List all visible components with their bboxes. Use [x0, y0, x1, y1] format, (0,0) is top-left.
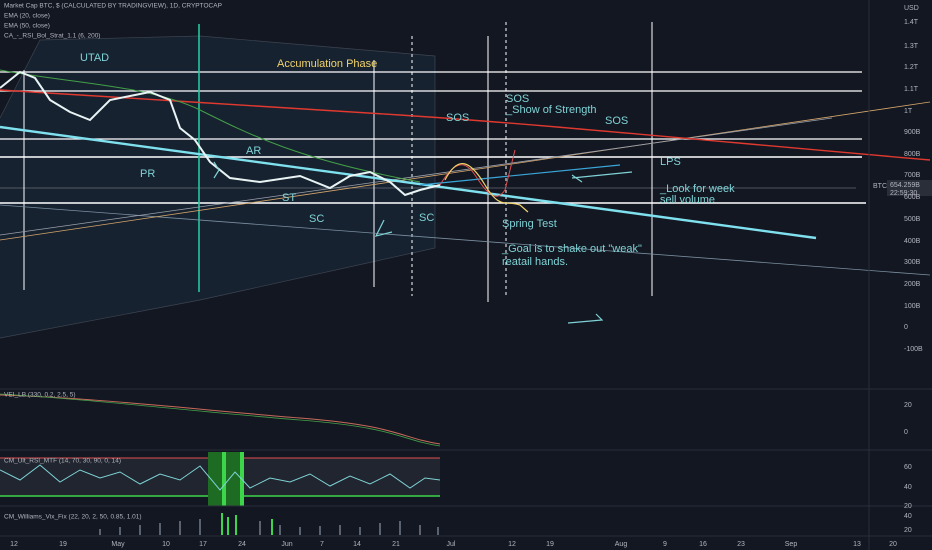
time-label: 12: [508, 541, 516, 548]
indicator-label: EMA (50, close): [4, 23, 50, 30]
annotation: UTAD: [80, 52, 109, 64]
annotation: ST: [282, 192, 296, 204]
annotation: reatail hands.: [502, 256, 568, 268]
pane-title: CM_Ult_RSI_MTF (14, 70, 30, 90, 0, 14): [4, 458, 121, 465]
pane-axis-label: 60: [904, 464, 912, 471]
countdown: 22:59:30: [890, 190, 917, 197]
time-label: 9: [663, 541, 667, 548]
time-label: 12: [10, 541, 18, 548]
time-label: May: [111, 541, 125, 548]
price-label: 0: [904, 324, 908, 331]
time-label: 20: [889, 541, 897, 548]
indicator-label: CA_-_RSI_Bol_Strat_1.1 (6, 200): [4, 33, 100, 40]
price-label: -100B: [904, 346, 923, 353]
pane-axis-label: 40: [904, 513, 912, 520]
chart-drawings: [0, 22, 931, 339]
annotation: SC: [309, 213, 324, 225]
time-label: 19: [546, 541, 554, 548]
time-label: 13: [853, 541, 861, 548]
pane-title: VEI_LB (330, 0.2, 2.5, 5): [4, 392, 76, 399]
symbol-title: Market Cap BTC, $ (CALCULATED BY TRADING…: [4, 3, 222, 10]
price-label: 900B: [904, 129, 921, 136]
time-label: 24: [238, 541, 246, 548]
annotation: LPS: [660, 156, 681, 168]
annotation: SOS: [506, 93, 529, 105]
price-label: 700B: [904, 172, 921, 179]
price-label: 1T: [904, 108, 913, 115]
time-label: 14: [353, 541, 361, 548]
pane-axis-label: 40: [904, 484, 912, 491]
annotation: _Show of Strength: [505, 104, 597, 116]
annotation: Spring Test: [502, 218, 557, 230]
time-label: 19: [59, 541, 67, 548]
annotation: Accumulation Phase: [277, 58, 377, 70]
indicator-label: EMA (20, close): [4, 13, 50, 20]
price-label: 1.4T: [904, 19, 919, 26]
annotation: sell volume: [660, 194, 715, 206]
price-label: 1.3T: [904, 43, 919, 50]
price-label: 300B: [904, 259, 921, 266]
price-badge: BTC: [873, 183, 887, 190]
price-label: 100B: [904, 303, 921, 310]
time-label: 10: [162, 541, 170, 548]
price-label: 400B: [904, 238, 921, 245]
price-label: 800B: [904, 151, 921, 158]
annotation: SOS: [446, 112, 469, 124]
price-label: 500B: [904, 216, 921, 223]
time-label: 21: [392, 541, 400, 548]
time-label: 16: [699, 541, 707, 548]
annotation: _Goal is to shake out "weak": [501, 243, 642, 255]
last-price: 654.259B: [890, 182, 920, 189]
time-label: 7: [320, 541, 324, 548]
time-label: Jul: [447, 541, 456, 548]
annotation: SC: [419, 212, 434, 224]
time-label: Jun: [281, 541, 292, 548]
time-label: 23: [737, 541, 745, 548]
pane-axis-label: 20: [904, 527, 912, 534]
pane-axis-label: 0: [904, 429, 908, 436]
annotation: SOS: [605, 115, 628, 127]
pane-axis-label: 20: [904, 503, 912, 510]
pane-axis-label: 20: [904, 402, 912, 409]
time-label: 17: [199, 541, 207, 548]
price-label: 600B: [904, 194, 921, 201]
time-label: Sep: [785, 541, 798, 548]
price-label: 200B: [904, 281, 921, 288]
price-label: 1.2T: [904, 64, 919, 71]
time-label: Aug: [615, 541, 628, 548]
annotation: _Look for week: [659, 183, 735, 195]
annotation: AR: [246, 145, 261, 157]
annotation: PR: [140, 168, 155, 180]
price-label: 1.1T: [904, 86, 919, 93]
pane-title: CM_Williams_Vix_Fix (22, 20, 2, 50, 0.85…: [4, 514, 142, 521]
axis-unit: USD: [904, 5, 919, 12]
